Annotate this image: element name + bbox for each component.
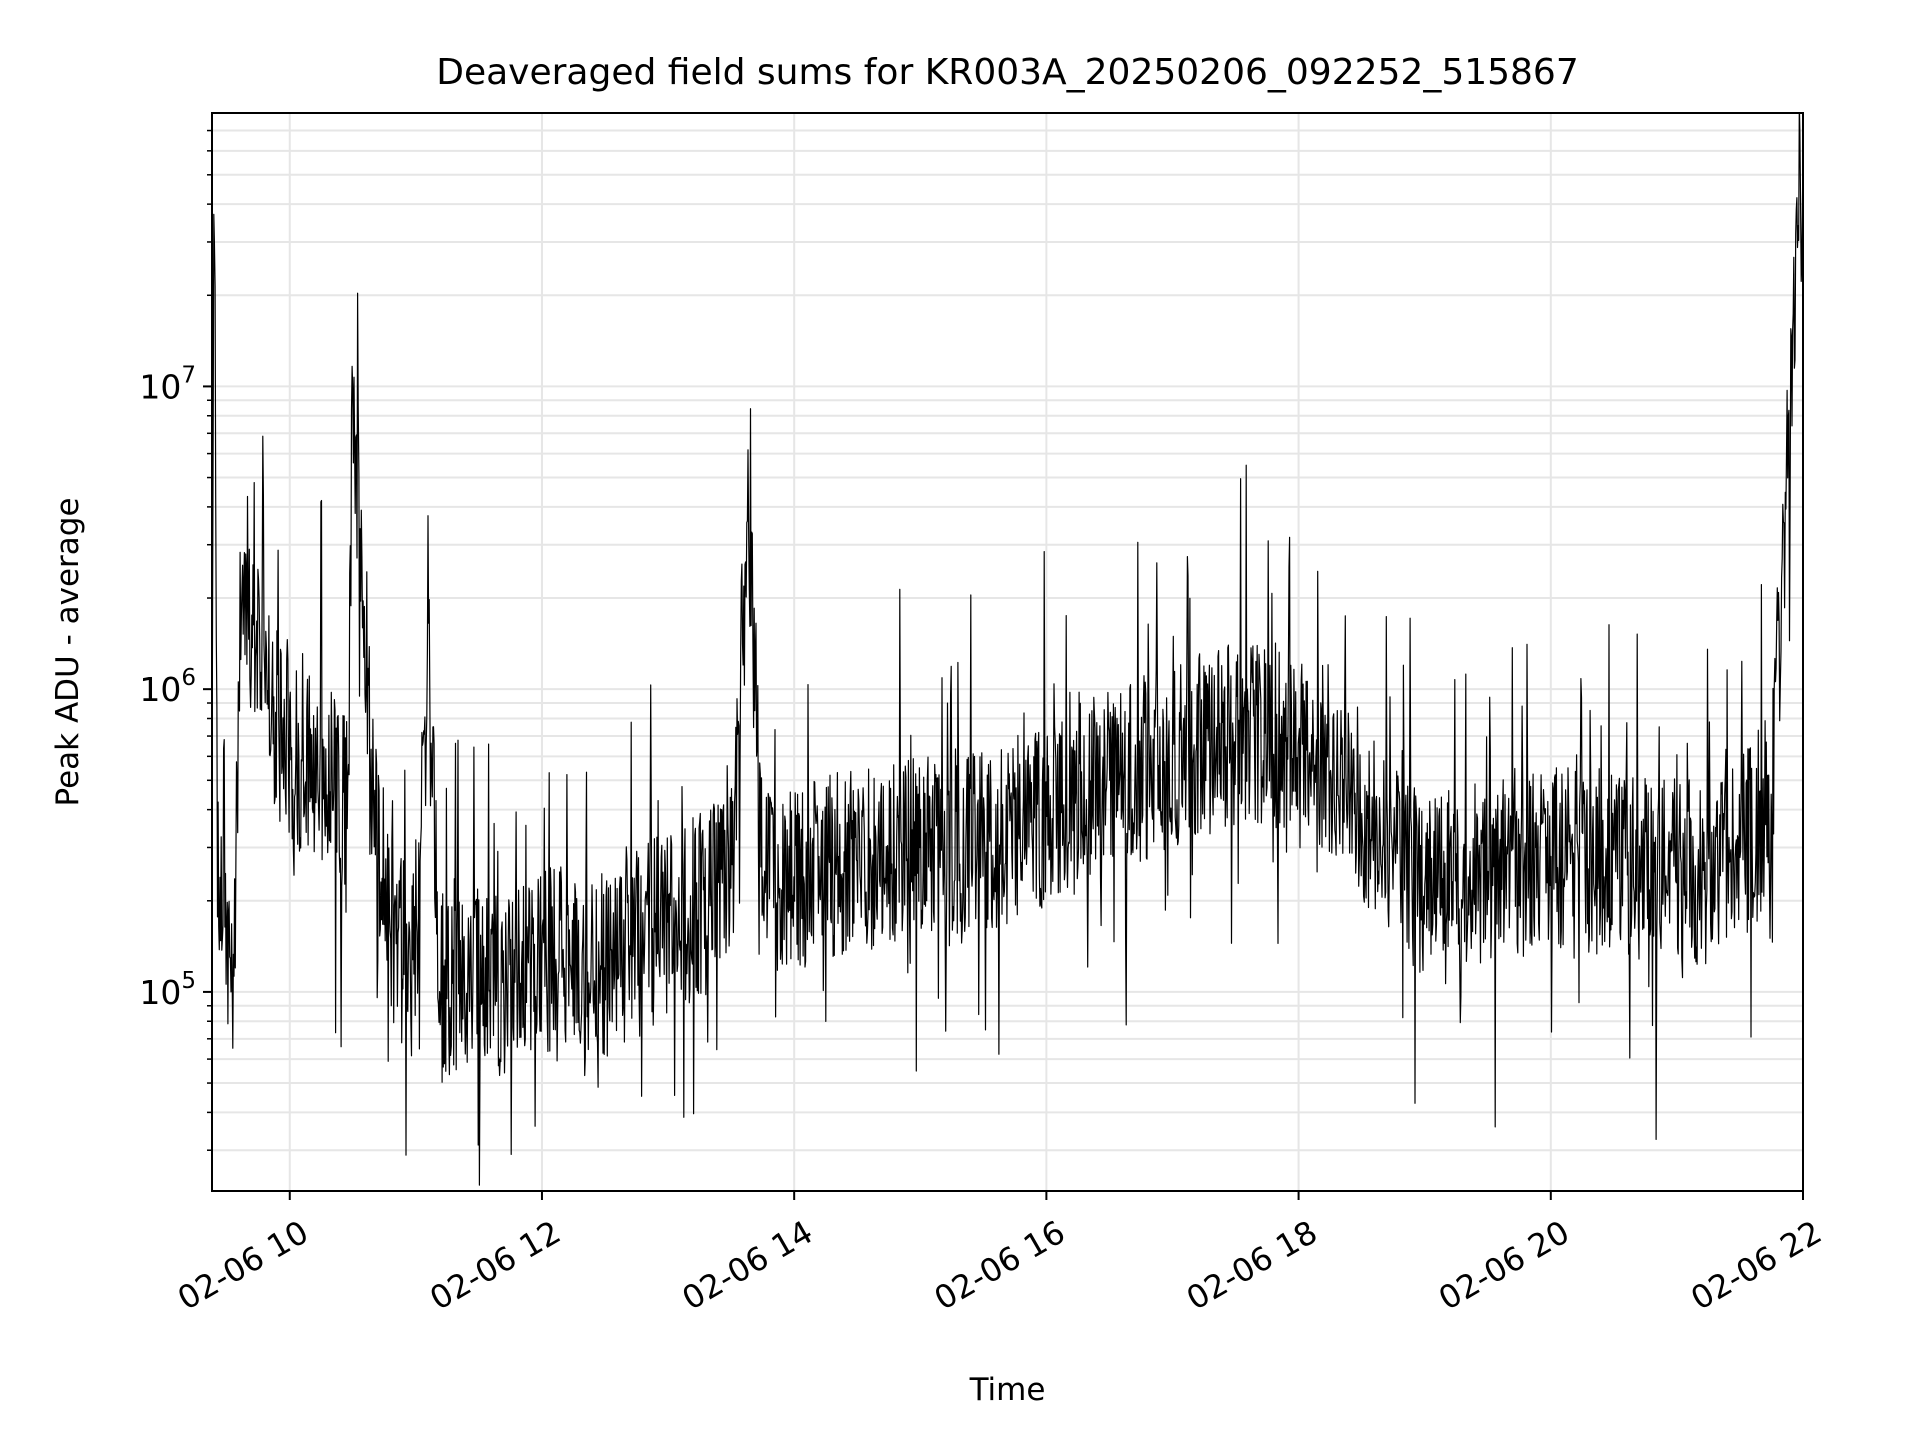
series-line (212, 113, 1803, 1186)
x-axis-label: Time (969, 1372, 1046, 1408)
y-axis-label: Peak ADU - average (50, 497, 86, 806)
plot-frame (211, 112, 1804, 1192)
data-layer (212, 113, 1803, 1186)
chart-title: Deaveraged field sums for KR003A_2025020… (436, 52, 1579, 93)
